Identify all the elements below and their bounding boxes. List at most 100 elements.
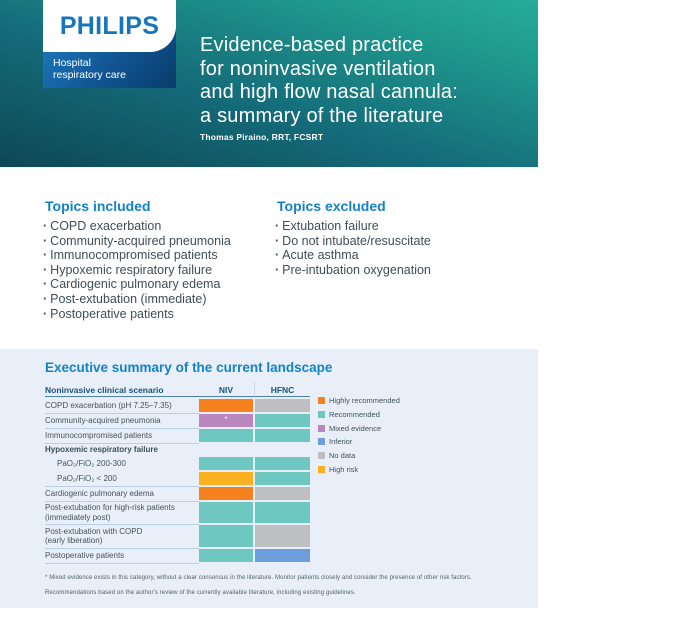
cell-hfnc (255, 472, 310, 485)
list-item: Community-acquired pneumonia (43, 234, 273, 249)
list-item: Postoperative patients (43, 307, 273, 322)
table-row: Postoperative patients (45, 549, 310, 564)
header-underline (45, 396, 310, 397)
topics-included-list: COPD exacerbation Community-acquired pne… (43, 219, 273, 321)
legend-label: Inferior (329, 437, 353, 447)
cell-hfnc (255, 525, 310, 547)
legend-label: Highly recommended (329, 396, 400, 405)
list-item: Pre-intubation oxygenation (275, 263, 510, 278)
logo-subtitle-line2: respiratory care (53, 69, 126, 81)
table-row: Immunocompromised patients (45, 429, 310, 444)
executive-summary-panel: Executive summary of the current landsca… (0, 349, 538, 608)
logo-wordmark-box: PHILIPS (43, 0, 176, 52)
row-label: Community-acquired pneumonia (45, 415, 161, 425)
cell-niv (199, 399, 253, 412)
list-item: Acute asthma (275, 248, 510, 263)
author-byline: Thomas Piraino, RRT, FCSRT (200, 132, 324, 142)
legend-swatch-mixed-evidence (318, 424, 325, 432)
list-item: COPD exacerbation (43, 219, 273, 234)
summary-heading: Executive summary of the current landsca… (45, 360, 333, 375)
table-row: Post-extubation with COPD (early liberat… (45, 525, 310, 549)
cell-niv (199, 525, 253, 547)
table-section-row: Hypoxemic respiratory failure (45, 444, 310, 455)
row-label: COPD exacerbation (pH 7.25–7.35) (45, 400, 172, 410)
cell-hfnc (255, 429, 310, 442)
list-item: Post-extubation (immediate) (43, 292, 273, 307)
title-line: a summary of the literature (200, 105, 444, 128)
column-divider (254, 382, 255, 395)
list-item: Hypoxemic respiratory failure (43, 263, 273, 278)
legend-label: No data (329, 451, 356, 461)
cell-niv: * (199, 414, 253, 427)
logo-subtitle-line1: Hospital (53, 57, 91, 69)
table-row: PaO₂/FiO₂ < 200 (45, 472, 310, 487)
cell-niv (199, 429, 253, 442)
legend-label: High risk (329, 464, 359, 474)
page-title: Evidence-based practice for noninvasive … (200, 34, 458, 129)
title-line: and high flow nasal cannula: (200, 81, 459, 104)
legend-item: Highly recommended (318, 396, 400, 405)
table-row: Post-extubation for high-risk patients (… (45, 502, 310, 525)
philips-wordmark: PHILIPS (59, 11, 160, 40)
table-row: Cardiogenic pulmonary edema (45, 487, 310, 502)
table-row: COPD exacerbation (pH 7.25–7.35) (45, 399, 310, 414)
title-line: for noninvasive ventilation (200, 57, 436, 80)
topics-excluded-heading: Topics excluded (277, 198, 386, 214)
cell-niv (199, 549, 253, 562)
legend-item: High risk (318, 465, 400, 474)
mixed-evidence-asterisk: * (224, 415, 228, 424)
cell-hfnc (255, 399, 310, 412)
row-label: PaO₂/FiO₂ < 200 (57, 473, 117, 483)
topics-excluded-list: Extubation failure Do not intubate/resus… (275, 219, 510, 277)
logo-subtitle: Hospital respiratory care (53, 57, 126, 81)
row-label: Immunocompromised patients (45, 430, 153, 440)
row-label: PaO₂/FiO₂ 200-300 (57, 458, 126, 468)
cell-niv (199, 487, 253, 500)
footnote-recommendations: Recommendations based on the author's re… (45, 590, 356, 596)
cell-niv (199, 472, 253, 485)
legend-swatch-high-risk (318, 465, 325, 473)
column-header-niv: NIV (218, 385, 234, 395)
row-label: Post-extubation with COPD (early liberat… (45, 526, 143, 545)
list-item: Immunocompromised patients (43, 248, 273, 263)
legend-label: Mixed evidence (329, 423, 382, 433)
legend-swatch-recommended (318, 410, 325, 418)
legend-item: Recommended (318, 410, 400, 419)
row-label: Cardiogenic pulmonary edema (45, 488, 154, 498)
section-label: Hypoxemic respiratory failure (45, 444, 158, 454)
column-header-hfnc: HFNC (270, 385, 295, 395)
footnote-mixed-evidence: * Mixed evidence exists in this category… (45, 575, 472, 581)
philips-logo: Hospital respiratory care PHILIPS (43, 0, 176, 88)
header-banner: Hospital respiratory care PHILIPS Eviden… (0, 0, 538, 167)
legend-label: Recommended (329, 409, 380, 419)
legend-swatch-highly-recommended (318, 397, 325, 404)
topics-excluded-section: Topics excluded Extubation failure Do no… (275, 198, 510, 277)
table-row: PaO₂/FiO₂ 200-300 (45, 457, 310, 470)
topics-included-heading: Topics included (45, 198, 151, 214)
summary-table: COPD exacerbation (pH 7.25–7.35) Communi… (45, 399, 310, 564)
list-item: Do not intubate/resuscitate (275, 234, 510, 249)
footnotes: * Mixed evidence exists in this category… (45, 571, 525, 601)
column-header-scenario: Noninvasive clinical scenario (45, 385, 164, 395)
cell-hfnc (255, 502, 310, 523)
cell-hfnc (255, 549, 310, 562)
legend-item: Inferior (318, 437, 400, 446)
cell-hfnc (255, 414, 310, 427)
cell-niv (199, 502, 253, 523)
legend-item: No data (318, 451, 400, 460)
row-label: Postoperative patients (45, 550, 125, 560)
cell-niv (199, 457, 253, 470)
table-row: Community-acquired pneumonia * (45, 414, 310, 429)
cell-hfnc (255, 487, 310, 500)
row-label: Post-extubation for high-risk patients (… (45, 503, 175, 522)
legend-swatch-no-data (318, 452, 325, 460)
title-line: Evidence-based practice (200, 34, 424, 56)
topics-included-section: Topics included COPD exacerbation Commun… (43, 198, 273, 321)
cell-hfnc (255, 457, 310, 470)
legend-swatch-inferior (318, 438, 325, 446)
list-item: Extubation failure (275, 219, 510, 234)
legend: Highly recommended Recommended Mixed evi… (318, 396, 400, 479)
list-item: Cardiogenic pulmonary edema (43, 277, 273, 292)
legend-item: Mixed evidence (318, 424, 400, 433)
